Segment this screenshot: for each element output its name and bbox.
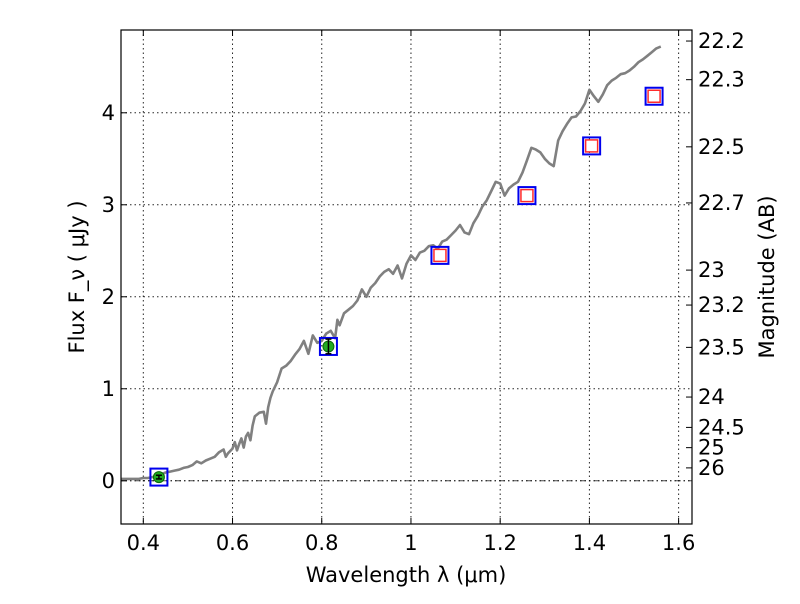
y-tick-label: 0 — [102, 469, 115, 493]
bandpass-box-marker — [582, 136, 602, 156]
predicted-point — [433, 248, 447, 263]
predicted-point — [520, 188, 534, 203]
y-right-tick-label: 23.2 — [698, 293, 745, 317]
bandpass-box-marker — [517, 186, 537, 206]
y-tick-label: 1 — [102, 377, 115, 401]
y-right-tick-label: 24.5 — [698, 415, 745, 439]
y-right-tick-label: 26 — [698, 456, 725, 480]
y-right-tick-label: 24 — [698, 385, 725, 409]
grid-layer — [121, 30, 692, 524]
y-right-tick-label: 23.5 — [698, 335, 745, 359]
series-layer — [121, 45, 662, 481]
bandpass-box-marker — [644, 86, 664, 106]
y-axis-label: Flux F_ν ( μJy ) — [65, 200, 90, 353]
predicted-point — [647, 89, 661, 103]
x-tick-label: 1 — [404, 531, 417, 555]
plot-frame — [120, 29, 693, 525]
y-right-tick-label: 22.3 — [698, 68, 745, 92]
y-right-tick-label: 22.2 — [698, 29, 745, 53]
predicted-point — [584, 139, 599, 153]
bandpass-box-marker — [430, 245, 450, 265]
y-right-tick-label: 22.5 — [698, 135, 745, 159]
y-tick-label: 2 — [102, 285, 115, 309]
x-tick-label: 0.8 — [305, 531, 338, 555]
x-tick-label: 1.4 — [573, 531, 606, 555]
y-right-tick-label: 25 — [698, 436, 725, 460]
y-right-axis-label: Magnitude (AB) — [755, 195, 779, 358]
x-tick-label: 0.4 — [127, 531, 160, 555]
bandpass-box-marker — [318, 336, 338, 356]
label-layer: Wavelength λ (μm) Flux F_ν ( μJy ) Magni… — [65, 195, 779, 587]
y-right-tick-label: 23 — [698, 258, 725, 282]
bandpass-box-marker — [149, 467, 169, 487]
x-tick-label: 1.2 — [483, 531, 516, 555]
marker-layer — [149, 86, 664, 487]
y-right-tick-label: 22.7 — [698, 191, 745, 215]
y-tick-label: 4 — [102, 101, 115, 125]
y-tick-label: 3 — [102, 193, 115, 217]
x-axis-label: Wavelength λ (μm) — [306, 563, 507, 587]
model-spectrum-line — [121, 45, 662, 481]
tick-layer: 0.4 0.6 0.8 1 1.2 1.4 1.60123422.222.322.522.7… — [102, 29, 745, 555]
x-tick-label: 0.6 — [216, 531, 249, 555]
x-tick-label: 1.6 — [662, 531, 695, 555]
